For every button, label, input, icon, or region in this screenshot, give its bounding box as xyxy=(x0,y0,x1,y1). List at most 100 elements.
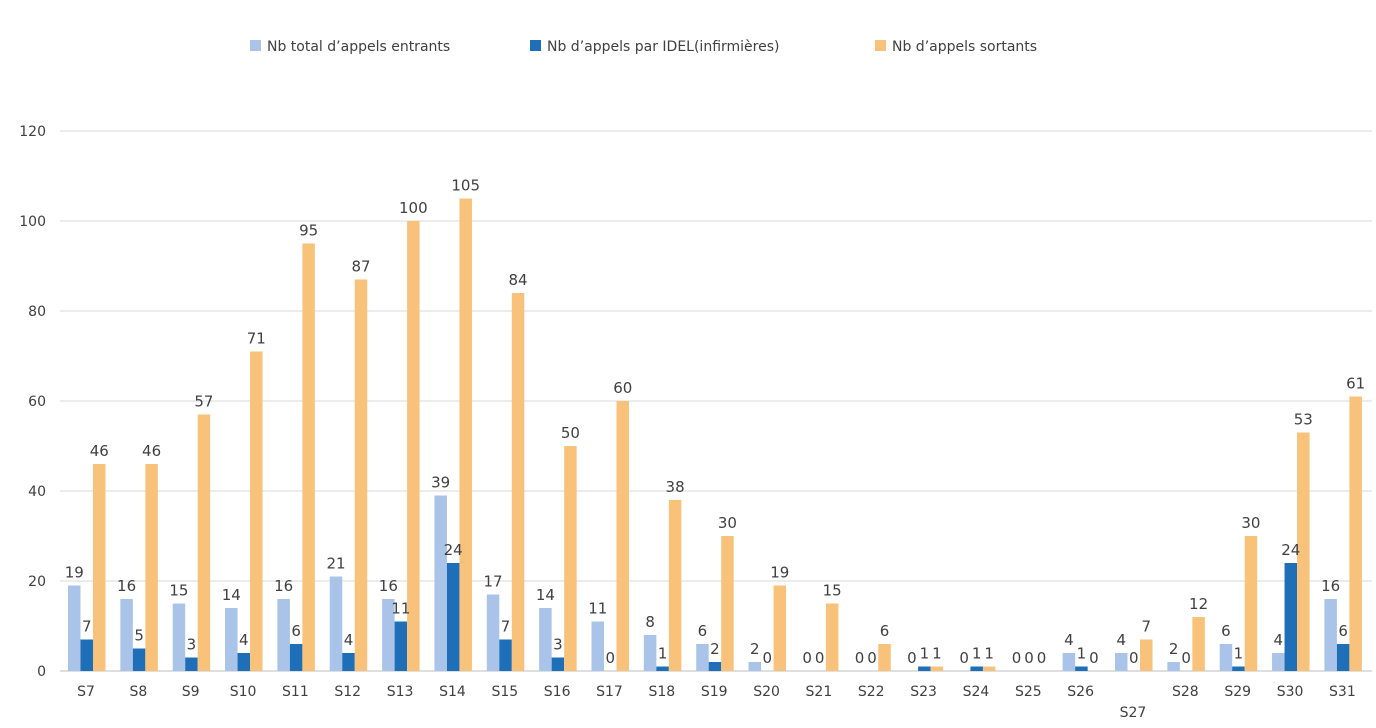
x-tick-label: S31 xyxy=(1329,684,1356,700)
legend-label: Nb total d’appels entrants xyxy=(267,39,450,55)
data-label: 0 xyxy=(907,649,917,667)
data-label: 5 xyxy=(134,627,144,645)
data-label: 21 xyxy=(326,555,345,573)
bar xyxy=(289,644,303,671)
x-axis: S7 S8 S9 S10 S11 S12 S13 S14 S15 S16 S17 S18 S19 S20 S… xyxy=(77,684,1356,721)
data-label: 1 xyxy=(972,645,982,663)
data-label: 39 xyxy=(431,474,450,492)
bar xyxy=(434,495,447,671)
data-label: 100 xyxy=(399,199,428,217)
data-label: 1 xyxy=(1234,645,1244,663)
data-label: 6 xyxy=(698,622,708,640)
x-tick-label: S16 xyxy=(544,684,571,700)
bar xyxy=(773,585,787,671)
bar xyxy=(394,621,408,671)
data-label: 84 xyxy=(509,271,528,289)
data-label: 3 xyxy=(553,636,563,654)
x-tick-label: S11 xyxy=(282,684,309,700)
data-label: 1 xyxy=(920,645,930,663)
bar xyxy=(250,351,263,671)
data-label: 16 xyxy=(379,577,398,595)
bars xyxy=(68,198,1362,671)
data-label: 0 xyxy=(1089,649,1099,667)
data-label: 0 xyxy=(959,649,969,667)
data-label: 15 xyxy=(169,582,188,600)
x-tick-label: S25 xyxy=(1015,684,1042,700)
bar xyxy=(93,464,106,671)
data-label: 0 xyxy=(867,649,877,667)
data-label: 0 xyxy=(1181,649,1191,667)
data-label: 38 xyxy=(666,478,685,496)
bar xyxy=(197,414,211,671)
data-label: 11 xyxy=(391,600,410,618)
bar xyxy=(1167,662,1180,671)
bar xyxy=(1115,653,1128,671)
data-label: 14 xyxy=(222,586,241,604)
data-label: 12 xyxy=(1189,595,1208,613)
bar xyxy=(1297,432,1310,671)
y-axis: 0 20 40 60 80 100 120 xyxy=(19,124,46,680)
legend-swatch xyxy=(250,40,261,51)
bar xyxy=(656,666,669,671)
bar xyxy=(225,608,238,671)
bar xyxy=(145,464,158,671)
data-label: 0 xyxy=(1037,649,1047,667)
bar xyxy=(446,563,460,671)
bar xyxy=(1219,644,1233,671)
legend-swatch xyxy=(875,40,886,51)
bar xyxy=(825,603,839,671)
y-tick-label: 0 xyxy=(37,664,46,680)
y-tick-label: 80 xyxy=(28,304,46,320)
x-tick-label: S22 xyxy=(858,684,885,700)
bar xyxy=(918,666,931,671)
bar xyxy=(643,635,657,671)
x-tick-label: S29 xyxy=(1224,684,1251,700)
legend-swatch xyxy=(530,40,541,51)
data-label: 95 xyxy=(299,222,318,240)
data-label: 6 xyxy=(1338,622,1348,640)
bar xyxy=(1284,563,1298,671)
legend: Nb total d’appels entrants Nb d’appels pa… xyxy=(250,39,1037,55)
data-label: 60 xyxy=(613,379,632,397)
bar xyxy=(591,621,604,671)
data-label: 0 xyxy=(815,649,825,667)
bar xyxy=(407,221,420,671)
bar xyxy=(1075,666,1088,671)
bar xyxy=(237,653,251,671)
data-label: 14 xyxy=(536,586,555,604)
data-label: 105 xyxy=(451,177,480,195)
bar xyxy=(329,576,343,671)
data-label: 61 xyxy=(1346,375,1365,393)
x-tick-label: S8 xyxy=(129,684,147,700)
bar xyxy=(486,594,500,671)
data-label: 0 xyxy=(855,649,865,667)
x-tick-label: S9 xyxy=(182,684,200,700)
bar xyxy=(930,666,944,671)
data-label: 24 xyxy=(444,541,463,559)
data-label: 6 xyxy=(1221,622,1231,640)
data-label: 4 xyxy=(1064,631,1074,649)
x-tick-label: S19 xyxy=(701,684,728,700)
bar xyxy=(382,599,395,671)
x-tick-label: S26 xyxy=(1067,684,1094,700)
x-tick-label: S28 xyxy=(1172,684,1199,700)
data-label: 4 xyxy=(1116,631,1126,649)
x-tick-label: S13 xyxy=(387,684,414,700)
bar xyxy=(1192,617,1205,671)
bar xyxy=(616,401,629,671)
data-label: 11 xyxy=(588,600,607,618)
data-label: 16 xyxy=(117,577,136,595)
data-label: 8 xyxy=(645,613,655,631)
x-tick-label: S14 xyxy=(439,684,466,700)
x-tick-label: S18 xyxy=(648,684,675,700)
data-label: 53 xyxy=(1294,411,1313,429)
data-label: 3 xyxy=(187,636,197,654)
x-tick-label: S15 xyxy=(491,684,518,700)
data-label: 7 xyxy=(501,618,511,636)
y-tick-label: 20 xyxy=(28,574,46,590)
gridlines xyxy=(60,130,1372,672)
bar xyxy=(970,666,983,671)
bar xyxy=(539,608,552,671)
bar xyxy=(511,293,525,671)
data-label: 1 xyxy=(932,645,942,663)
